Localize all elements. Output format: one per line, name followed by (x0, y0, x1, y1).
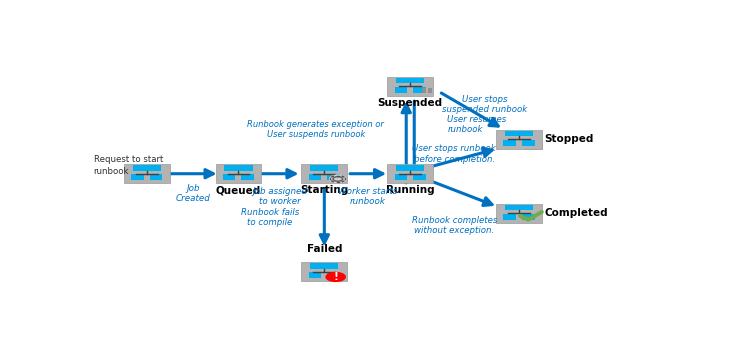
Text: Queued: Queued (216, 185, 261, 195)
FancyBboxPatch shape (310, 165, 338, 171)
FancyBboxPatch shape (132, 165, 161, 171)
Text: User stops
suspended runbook: User stops suspended runbook (442, 95, 528, 114)
Text: User stops runbook
before completion.: User stops runbook before completion. (412, 144, 496, 163)
FancyBboxPatch shape (327, 272, 340, 278)
FancyBboxPatch shape (505, 131, 534, 136)
Text: Suspended: Suspended (378, 98, 443, 108)
Text: Job
Created: Job Created (176, 184, 211, 203)
FancyBboxPatch shape (396, 78, 424, 83)
FancyBboxPatch shape (496, 204, 542, 223)
Text: Running: Running (386, 185, 435, 195)
FancyBboxPatch shape (522, 140, 535, 146)
FancyBboxPatch shape (503, 140, 516, 146)
FancyBboxPatch shape (131, 174, 144, 180)
FancyBboxPatch shape (396, 165, 424, 171)
FancyBboxPatch shape (216, 164, 262, 183)
Text: Failed: Failed (307, 244, 342, 254)
Text: Starting: Starting (300, 185, 349, 195)
FancyBboxPatch shape (413, 87, 426, 93)
Circle shape (326, 272, 345, 281)
FancyBboxPatch shape (503, 214, 516, 220)
Text: Worker starts
runbook: Worker starts runbook (338, 186, 397, 206)
Text: Job assigned
to worker: Job assigned to worker (253, 186, 307, 206)
FancyBboxPatch shape (150, 174, 163, 180)
FancyBboxPatch shape (309, 174, 321, 180)
FancyBboxPatch shape (387, 77, 433, 96)
FancyBboxPatch shape (222, 174, 236, 180)
Text: Request to start
runbook: Request to start runbook (94, 155, 163, 176)
FancyBboxPatch shape (242, 174, 254, 180)
Text: !: ! (333, 272, 338, 282)
Text: User resumes
runbook: User resumes runbook (448, 115, 507, 135)
Text: Completed: Completed (544, 208, 607, 218)
FancyBboxPatch shape (395, 174, 407, 180)
FancyBboxPatch shape (505, 205, 534, 211)
FancyBboxPatch shape (525, 142, 542, 150)
FancyBboxPatch shape (327, 174, 340, 180)
FancyBboxPatch shape (522, 214, 535, 220)
Circle shape (330, 175, 346, 183)
Text: Runbook generates exception or
User suspends runbook: Runbook generates exception or User susp… (248, 119, 384, 139)
FancyBboxPatch shape (395, 87, 407, 93)
FancyBboxPatch shape (310, 264, 338, 269)
FancyBboxPatch shape (413, 174, 426, 180)
Text: Runbook fails
to compile: Runbook fails to compile (241, 208, 299, 227)
FancyBboxPatch shape (387, 164, 433, 183)
Text: Runbook completes
without exception.: Runbook completes without exception. (412, 216, 497, 235)
FancyBboxPatch shape (302, 164, 347, 183)
FancyBboxPatch shape (309, 272, 321, 278)
FancyBboxPatch shape (428, 88, 432, 93)
Text: Stopped: Stopped (544, 134, 593, 144)
FancyBboxPatch shape (224, 165, 253, 171)
FancyBboxPatch shape (496, 130, 542, 149)
FancyBboxPatch shape (302, 262, 347, 281)
FancyBboxPatch shape (124, 164, 170, 183)
FancyBboxPatch shape (421, 88, 426, 93)
